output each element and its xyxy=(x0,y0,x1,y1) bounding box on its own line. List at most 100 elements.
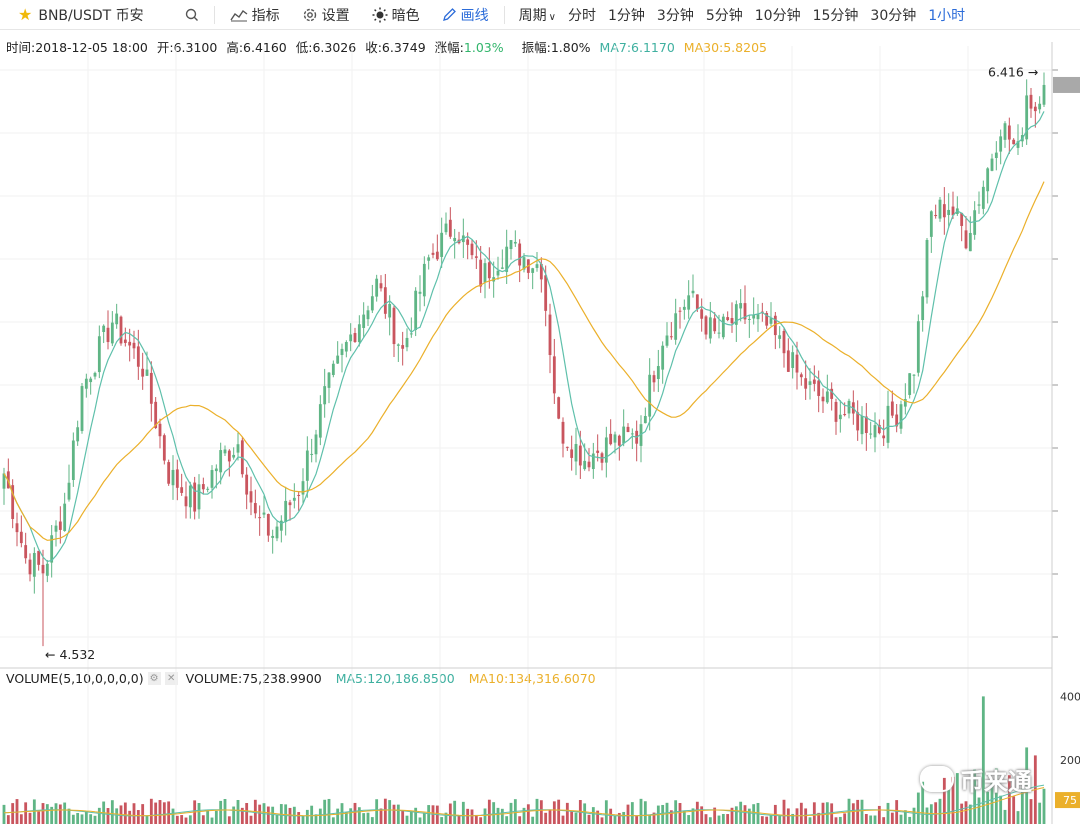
volume-bar xyxy=(574,812,578,824)
period-option[interactable]: 15分钟 xyxy=(812,7,859,24)
volume-bar xyxy=(162,802,166,824)
volume-bar xyxy=(71,814,75,824)
candle-body xyxy=(1029,94,1033,109)
candle-body xyxy=(201,484,205,490)
candle-body xyxy=(314,434,318,455)
period-option[interactable]: 分时 xyxy=(568,7,596,24)
volume-bar xyxy=(695,801,699,824)
volume-bar xyxy=(899,814,903,824)
candle-body xyxy=(830,388,834,399)
draw-button[interactable]: 画线 xyxy=(435,5,496,25)
volume-bar xyxy=(912,807,916,824)
candle-body xyxy=(804,378,808,389)
candle-body xyxy=(474,256,478,258)
volume-bar xyxy=(132,803,136,824)
candle-body xyxy=(1033,106,1037,112)
volume-bar xyxy=(76,812,80,824)
volume-settings-icon[interactable]: ⚙ xyxy=(147,672,161,685)
candle-body xyxy=(344,342,348,352)
volume-bar xyxy=(414,807,418,824)
candle-body xyxy=(695,294,699,309)
candle-body xyxy=(128,341,132,346)
candle-body xyxy=(1042,84,1046,105)
candle-body xyxy=(604,437,608,463)
candle-body xyxy=(188,485,192,508)
candle-body xyxy=(71,440,75,480)
volume-bar xyxy=(457,815,461,824)
candle-body xyxy=(141,368,145,377)
candle-body xyxy=(817,380,821,396)
volume-bar xyxy=(977,797,981,824)
volume-bar xyxy=(483,808,487,824)
candle-body xyxy=(704,316,708,335)
candle-body xyxy=(808,381,812,385)
period-option-selected[interactable]: 1小时 xyxy=(928,7,966,24)
candle-body xyxy=(318,404,322,438)
candle-body xyxy=(279,520,283,531)
candle-body xyxy=(747,318,751,320)
info-amplitude: 振幅:1.80% xyxy=(521,40,591,55)
candle-body xyxy=(84,378,88,389)
dark-mode-button[interactable]: 暗色 xyxy=(365,5,427,25)
volume-bar xyxy=(687,815,691,824)
candle-body xyxy=(440,232,444,257)
period-option[interactable]: 30分钟 xyxy=(870,7,917,24)
volume-bar xyxy=(669,810,673,824)
candle-body xyxy=(938,199,942,219)
volume-bar xyxy=(158,800,162,824)
candle-body xyxy=(136,346,140,367)
candle-body xyxy=(292,497,296,501)
candle-body xyxy=(1025,95,1029,140)
volume-bar xyxy=(769,815,773,824)
volume-bar xyxy=(600,817,604,824)
volume-axis-label: 400 xyxy=(1060,690,1080,703)
candle-body xyxy=(158,423,162,437)
candle-body xyxy=(405,337,409,348)
candle-body xyxy=(357,324,361,343)
candle-body xyxy=(45,563,49,576)
candle-body xyxy=(171,469,175,486)
info-change: 1.03% xyxy=(463,40,504,55)
period-option[interactable]: 3分钟 xyxy=(656,7,694,24)
volume-bar xyxy=(739,801,743,824)
volume-bar xyxy=(1012,796,1016,824)
period-option[interactable]: 10分钟 xyxy=(754,7,801,24)
volume-bar xyxy=(327,798,331,824)
volume-bar xyxy=(981,696,985,824)
candle-body xyxy=(197,484,201,510)
volume-bar xyxy=(713,807,717,824)
volume-close-icon[interactable]: ✕ xyxy=(164,672,178,685)
volume-bar xyxy=(479,817,483,824)
volume-bar xyxy=(916,792,920,824)
volume-bar xyxy=(45,804,49,824)
ohlc-info-bar: 时间:2018-12-05 18:00 开:6.3100 高:6.4160 低:6.3… xyxy=(6,40,767,55)
volume-bar xyxy=(357,807,361,824)
volume-bar xyxy=(93,815,97,824)
indicators-button[interactable]: 指标 xyxy=(223,5,287,25)
candle-body xyxy=(639,424,643,446)
volume-bar xyxy=(154,802,158,824)
candle-body xyxy=(812,379,816,384)
candle-body xyxy=(366,310,370,320)
search-button[interactable] xyxy=(178,8,206,22)
candle-body xyxy=(500,267,504,269)
candle-body xyxy=(214,468,218,472)
favorite-star-icon[interactable]: ★ xyxy=(18,5,33,24)
volume-bar xyxy=(375,799,379,824)
volume-bar xyxy=(591,807,595,824)
candle-body xyxy=(518,243,522,266)
volume-bar xyxy=(388,800,392,824)
candle-body xyxy=(487,262,491,279)
candle-body xyxy=(752,314,756,319)
volume-bar xyxy=(245,803,249,824)
volume-bar xyxy=(258,804,262,824)
volume-bar xyxy=(32,799,36,824)
volume-bar xyxy=(1029,799,1033,824)
period-dropdown[interactable]: 周期 ∨ xyxy=(513,5,562,25)
period-option[interactable]: 1分钟 xyxy=(608,7,645,24)
period-option[interactable]: 5分钟 xyxy=(705,7,743,24)
candle-body xyxy=(184,496,188,507)
settings-button[interactable]: 设置 xyxy=(295,5,357,25)
candle-body xyxy=(470,243,474,256)
